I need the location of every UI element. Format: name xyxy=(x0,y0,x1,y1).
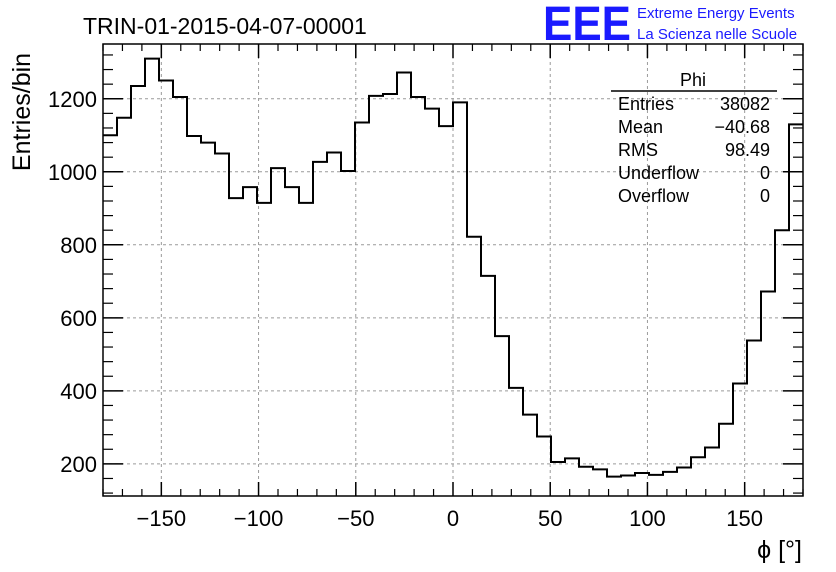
stats-value-mean: −40.68 xyxy=(714,117,770,137)
stats-label-overflow: Overflow xyxy=(618,186,690,206)
stats-value-overflow: 0 xyxy=(760,186,770,206)
stats-label-entries: Entries xyxy=(618,94,674,114)
x-tick-label: −150 xyxy=(137,506,187,531)
y-axis-title: Entries/bin xyxy=(8,53,36,171)
stats-label-underflow: Underflow xyxy=(618,163,700,183)
stats-title: Phi xyxy=(680,70,706,90)
stats-label-mean: Mean xyxy=(618,117,663,137)
y-tick-label: 600 xyxy=(60,306,97,331)
y-tick-label: 200 xyxy=(60,452,97,477)
x-tick-label: 0 xyxy=(447,506,459,531)
plot-title: TRIN-01-2015-04-07-00001 xyxy=(83,13,367,39)
histogram-series-line xyxy=(103,57,803,478)
stats-value-underflow: 0 xyxy=(760,163,770,183)
axis-ticks xyxy=(102,44,804,496)
stats-value-rms: 98.49 xyxy=(725,140,770,160)
tick-labels: −150 −100 −50 0 50 100 150 200 400 600 800 1000 1200 xyxy=(48,87,763,531)
y-tick-label: 400 xyxy=(60,379,97,404)
logo-line-2: La Scienza nelle Scuole xyxy=(637,26,797,43)
x-tick-label: 150 xyxy=(726,506,763,531)
x-tick-label: 50 xyxy=(538,506,562,531)
y-tick-label: 1000 xyxy=(48,160,97,185)
x-tick-label: −100 xyxy=(234,506,284,531)
stats-value-entries: 38082 xyxy=(720,94,770,114)
grid-lines xyxy=(103,44,803,496)
logo-mark: EEE xyxy=(543,0,631,51)
x-tick-label: 100 xyxy=(629,506,666,531)
stats-label-rms: RMS xyxy=(618,140,658,160)
stats-box: Phi Entries 38082 Mean −40.68 RMS 98.49 … xyxy=(611,70,777,206)
logo-line-1: Extreme Energy Events xyxy=(637,5,795,22)
eee-logo: EEE Extreme Energy Events La Scienza nel… xyxy=(543,0,797,51)
y-tick-label: 1200 xyxy=(48,87,97,112)
x-tick-label: −50 xyxy=(337,506,374,531)
y-tick-label: 800 xyxy=(60,233,97,258)
x-axis-title: ϕ [°] xyxy=(757,536,802,564)
